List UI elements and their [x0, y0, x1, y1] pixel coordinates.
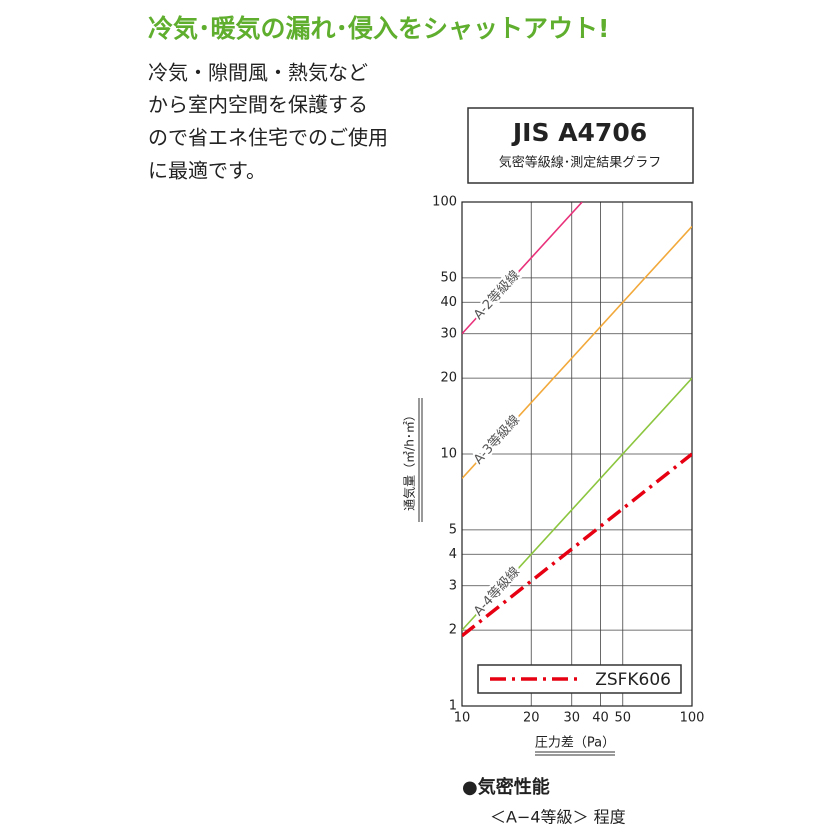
legend-box — [477, 664, 682, 694]
plot: 1 2 3 4 5 10 20 30 40 50 100 10 20 30 40 50 100 A-2等級線 A-3… — [432, 195, 704, 726]
headline: 冷気･暖気の漏れ･侵入をシャットアウト! — [148, 14, 609, 43]
x-tick-label: 30 — [563, 711, 580, 726]
line-label: A-3等級線 — [470, 412, 523, 468]
x-axis-label: 圧力差（Pa） — [535, 736, 615, 751]
description-line: から室内空間を保護する — [148, 93, 368, 117]
x-tick-label: 40 — [592, 711, 609, 726]
footer-text: ＜A−4等級＞ 程度 — [490, 808, 626, 827]
y-tick-label: 50 — [440, 270, 457, 285]
y-tick-label: 3 — [449, 578, 457, 593]
line-label: A-4等級線 — [470, 564, 523, 620]
y-tick-label: 30 — [440, 326, 457, 341]
chart-subtitle: 気密等級線･測定結果グラフ — [499, 155, 662, 171]
series-line — [462, 202, 583, 335]
series-line — [462, 225, 692, 479]
y-tick-label: 20 — [440, 371, 457, 386]
y-tick-label: 5 — [449, 522, 457, 537]
y-tick-label: 1 — [449, 699, 457, 714]
y-tick-label: 10 — [440, 447, 457, 462]
x-tick-label: 10 — [454, 711, 471, 726]
legend-label: ZSFK606 — [595, 670, 671, 690]
series-line — [462, 377, 692, 631]
description-line: ので省エネ住宅でのご使用 — [148, 126, 388, 150]
line-label: A-2等級線 — [470, 267, 523, 323]
x-tick-label: 100 — [680, 711, 705, 726]
title-box — [467, 107, 694, 184]
description-line: 冷気・隙間風・熱気など — [148, 61, 368, 85]
series-line — [462, 452, 692, 638]
y-tick-label: 4 — [449, 547, 457, 562]
description-line: に最適です。 — [148, 159, 266, 183]
y-tick-label: 2 — [449, 623, 457, 638]
footer-title: ●気密性能 — [462, 776, 550, 798]
x-tick-label: 50 — [614, 711, 631, 726]
y-tick-label: 100 — [432, 195, 457, 210]
y-tick-label: 40 — [440, 295, 457, 310]
y-axis-label: 通気量（㎥/h･㎡） — [402, 409, 417, 511]
chart-title: JIS A4706 — [511, 118, 647, 147]
x-tick-label: 20 — [523, 711, 540, 726]
